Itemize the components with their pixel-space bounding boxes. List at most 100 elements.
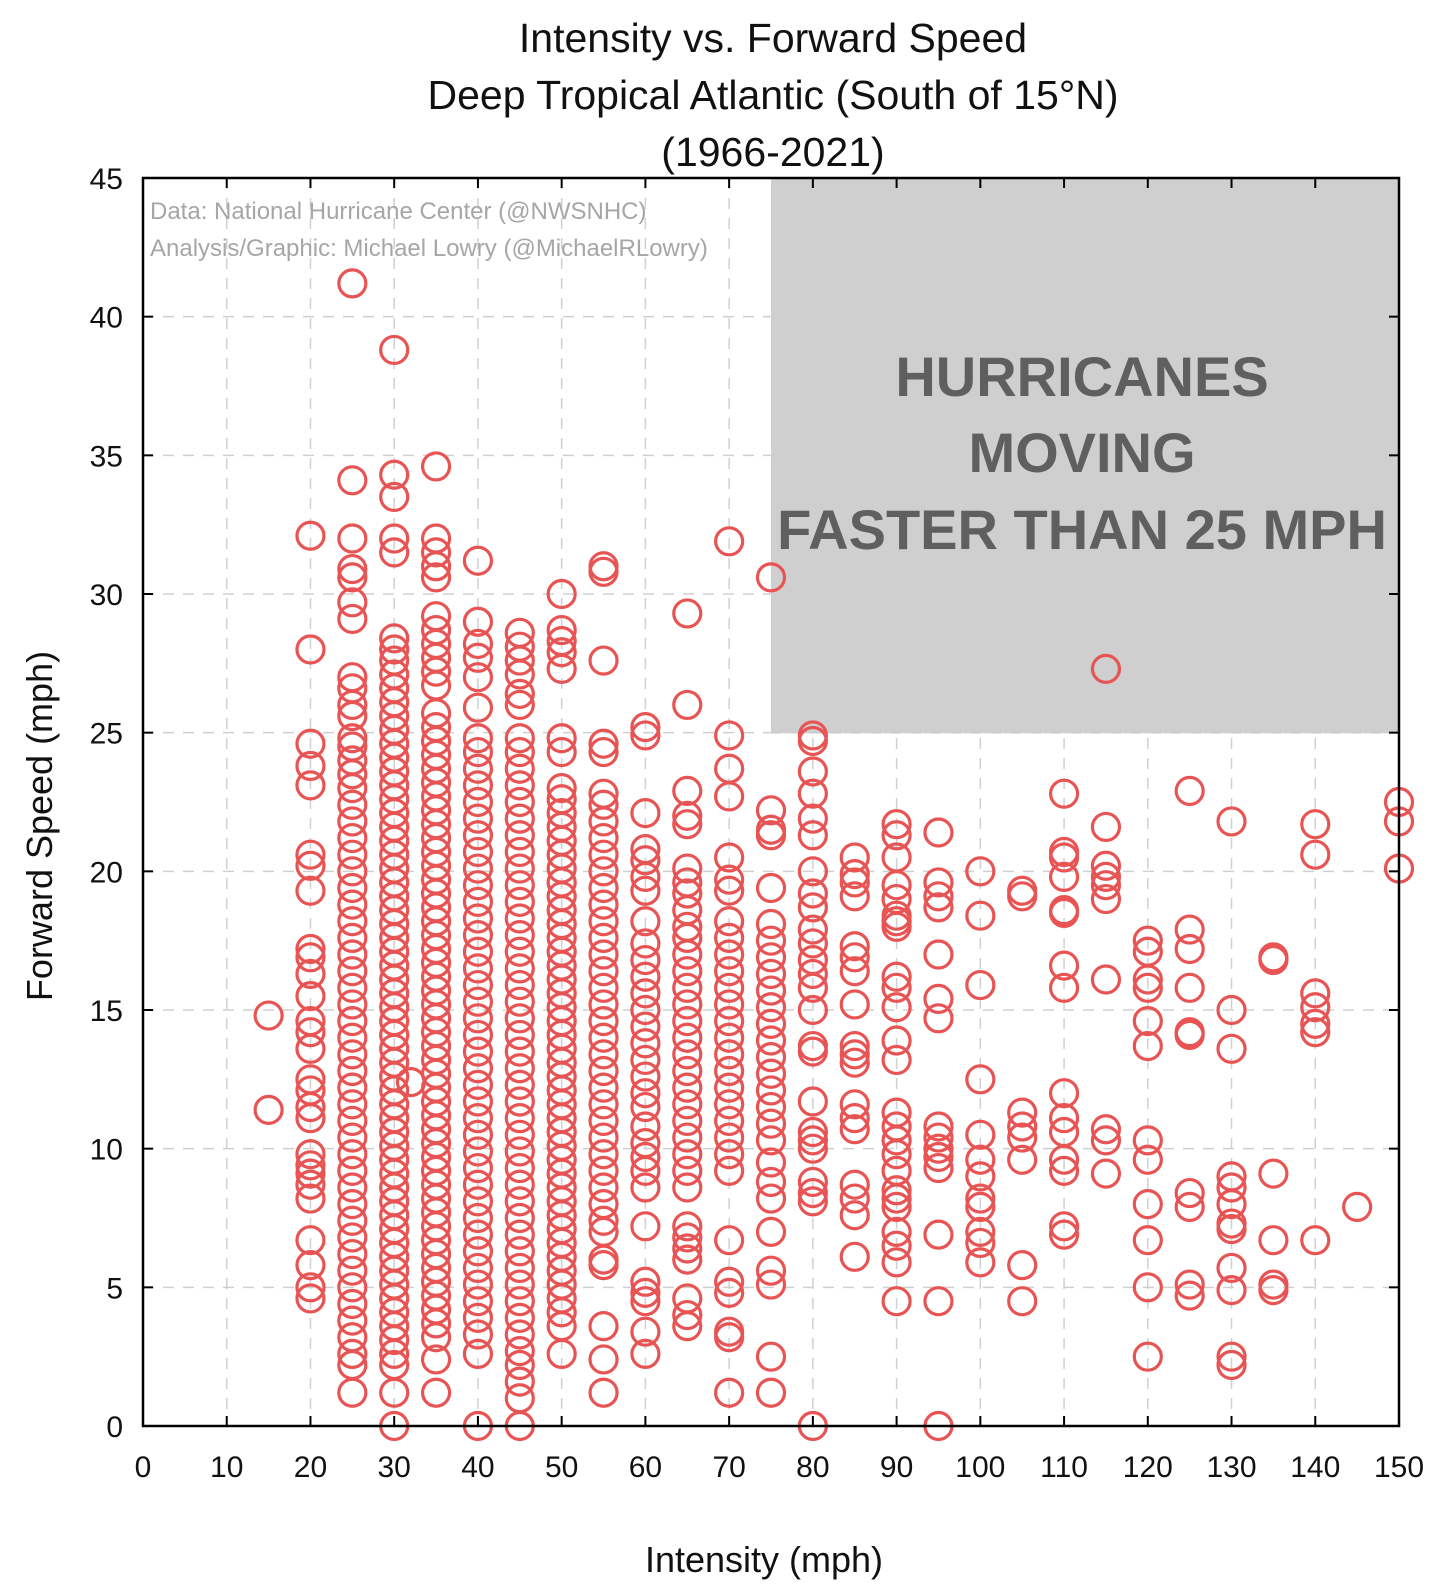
data-point bbox=[797, 1166, 828, 1198]
data-point bbox=[923, 1133, 954, 1164]
data-point bbox=[1048, 897, 1080, 929]
chart-title-line-3: (1966-2021) bbox=[661, 129, 884, 175]
data-point bbox=[462, 1202, 494, 1234]
data-point bbox=[839, 1200, 870, 1231]
data-point bbox=[1090, 811, 1122, 843]
data-point bbox=[1090, 861, 1122, 892]
data-point bbox=[672, 1283, 703, 1314]
data-point bbox=[504, 1336, 535, 1367]
data-point bbox=[923, 1152, 954, 1184]
data-point bbox=[420, 451, 452, 482]
data-point bbox=[1300, 809, 1331, 840]
data-point bbox=[295, 958, 326, 990]
data-point bbox=[420, 1308, 452, 1339]
data-point bbox=[504, 723, 535, 754]
data-point bbox=[797, 1133, 828, 1164]
data-point bbox=[672, 1055, 703, 1087]
data-point bbox=[462, 736, 494, 768]
data-point bbox=[546, 614, 577, 646]
data-point bbox=[462, 969, 494, 1001]
data-point bbox=[672, 1139, 703, 1170]
data-point bbox=[504, 1169, 535, 1200]
data-point bbox=[504, 920, 535, 951]
data-point bbox=[630, 1044, 661, 1076]
data-point bbox=[839, 1103, 870, 1134]
data-point bbox=[337, 789, 368, 820]
data-point bbox=[504, 886, 535, 917]
data-point bbox=[1300, 1017, 1331, 1048]
data-point bbox=[337, 1039, 368, 1070]
data-point bbox=[714, 1022, 745, 1053]
data-point bbox=[588, 1022, 619, 1053]
data-point bbox=[420, 656, 452, 687]
data-point bbox=[337, 1105, 368, 1137]
data-point bbox=[295, 1139, 326, 1170]
x-tick-label-10: 10 bbox=[210, 1451, 243, 1484]
data-point bbox=[755, 1255, 787, 1286]
data-point bbox=[714, 1105, 745, 1137]
data-point bbox=[337, 1222, 368, 1253]
x-tick-label-110: 110 bbox=[1040, 1451, 1088, 1484]
data-point bbox=[630, 1316, 661, 1347]
data-point bbox=[379, 623, 410, 654]
data-point bbox=[462, 1286, 494, 1317]
data-point bbox=[672, 853, 703, 884]
y-tick-labels: 0 5 10 15 20 25 30 35 40 45 bbox=[90, 163, 123, 1444]
data-point bbox=[1090, 850, 1122, 881]
data-point bbox=[1048, 972, 1080, 1003]
data-point bbox=[379, 1324, 410, 1356]
data-point bbox=[588, 1089, 619, 1120]
data-point bbox=[504, 1003, 535, 1034]
plot-frame bbox=[141, 176, 1401, 1428]
data-point bbox=[1090, 883, 1122, 915]
data-point bbox=[923, 881, 954, 912]
data-point bbox=[797, 1177, 828, 1209]
data-point bbox=[588, 1377, 619, 1408]
data-point bbox=[379, 634, 410, 665]
data-point bbox=[797, 928, 828, 959]
data-point bbox=[337, 1055, 368, 1087]
data-point bbox=[672, 689, 703, 721]
data-point bbox=[462, 1136, 494, 1167]
data-point bbox=[337, 1155, 368, 1186]
data-point bbox=[337, 806, 368, 837]
data-point bbox=[714, 1072, 745, 1103]
data-point bbox=[755, 1166, 787, 1198]
data-point bbox=[462, 1319, 494, 1350]
data-point bbox=[504, 1319, 535, 1350]
data-point bbox=[420, 1344, 452, 1375]
data-point bbox=[630, 1338, 661, 1369]
x-axis-label: Intensity (mph) bbox=[645, 1539, 883, 1580]
data-point bbox=[672, 1233, 703, 1264]
data-point bbox=[630, 720, 661, 751]
data-point bbox=[504, 1069, 535, 1100]
data-point bbox=[755, 1377, 787, 1408]
data-point bbox=[462, 1269, 494, 1300]
data-point bbox=[337, 465, 368, 496]
data-point bbox=[630, 845, 661, 876]
data-point bbox=[1048, 1155, 1080, 1186]
data-point bbox=[295, 850, 326, 881]
data-point bbox=[1300, 839, 1331, 870]
data-point bbox=[462, 803, 494, 834]
data-point bbox=[714, 720, 745, 751]
y-tick-label-45: 45 bbox=[90, 163, 123, 196]
data-point bbox=[1174, 1019, 1205, 1051]
data-point bbox=[504, 770, 535, 801]
data-point bbox=[588, 889, 619, 920]
data-point bbox=[839, 1089, 870, 1120]
data-point bbox=[504, 1383, 535, 1414]
data-point bbox=[420, 537, 452, 568]
data-point bbox=[923, 892, 954, 923]
data-point bbox=[672, 895, 703, 926]
data-point bbox=[1258, 1158, 1289, 1189]
data-point bbox=[839, 867, 870, 898]
data-point bbox=[504, 1019, 535, 1051]
data-point bbox=[462, 1119, 494, 1150]
data-point bbox=[1174, 1269, 1205, 1300]
data-point bbox=[630, 1091, 661, 1123]
data-point bbox=[672, 1005, 703, 1037]
data-point bbox=[672, 1311, 703, 1342]
data-point bbox=[630, 1155, 661, 1186]
data-point bbox=[755, 975, 787, 1006]
